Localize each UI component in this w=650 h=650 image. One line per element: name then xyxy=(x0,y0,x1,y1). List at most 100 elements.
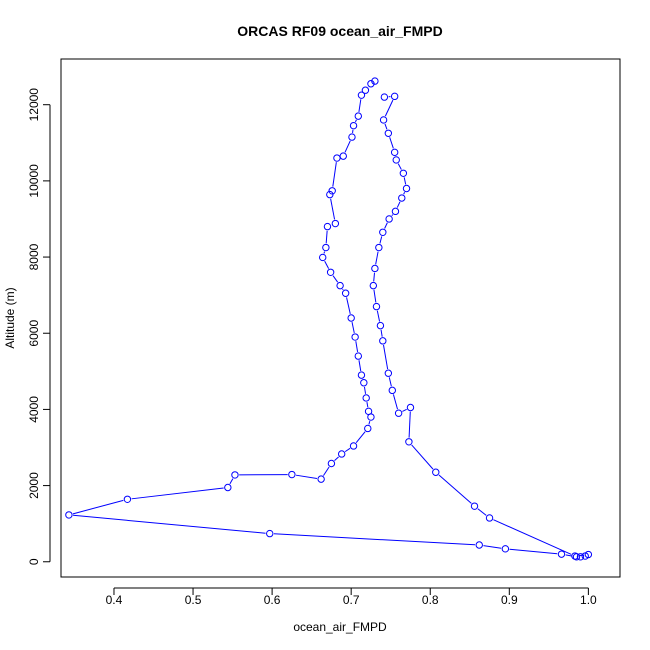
data-point xyxy=(323,222,332,231)
data-point xyxy=(341,289,350,297)
series-segment xyxy=(323,251,326,254)
data-point xyxy=(390,148,399,157)
series-segment xyxy=(273,533,476,546)
data-point xyxy=(266,529,274,538)
data-point xyxy=(384,369,393,377)
series-segment xyxy=(384,99,394,117)
data-point xyxy=(319,253,327,262)
data-point xyxy=(123,495,132,503)
series-segment xyxy=(354,119,357,123)
series-segment xyxy=(397,163,402,170)
series-segment xyxy=(355,341,359,353)
data-point xyxy=(375,243,383,252)
data-point xyxy=(399,169,408,177)
series-segment xyxy=(332,275,339,283)
y-tick-label: 4000 xyxy=(27,396,41,423)
series-segment xyxy=(380,329,383,337)
data-point xyxy=(390,92,399,101)
series-segment xyxy=(342,288,344,291)
data-point xyxy=(336,281,344,290)
data-point xyxy=(385,215,393,223)
data-point xyxy=(327,459,336,468)
series-segment xyxy=(366,402,369,408)
x-tick-label: 0.4 xyxy=(106,593,123,607)
data-point xyxy=(65,511,73,519)
series-segment xyxy=(493,519,572,555)
data-point xyxy=(333,154,341,162)
data-point xyxy=(571,552,579,560)
data-point xyxy=(392,156,400,164)
series-segment xyxy=(325,230,328,244)
series-segment xyxy=(229,478,234,485)
data-point xyxy=(372,302,381,311)
series-segment xyxy=(346,297,351,315)
data-point xyxy=(371,264,379,273)
data-point xyxy=(475,541,483,549)
series-segment xyxy=(483,545,502,549)
series-segment xyxy=(509,548,558,555)
y-tick-label: 2000 xyxy=(27,472,41,499)
x-tick-label: 0.9 xyxy=(501,593,518,607)
x-tick-label: 0.6 xyxy=(264,593,281,607)
series-segment xyxy=(438,474,472,504)
chart-title: ORCAS RF09 ocean_air_FMPD xyxy=(237,23,442,39)
data-point xyxy=(348,133,356,141)
y-axis-label: Altitude (m) xyxy=(3,287,17,348)
series-segment xyxy=(477,508,487,516)
data-point xyxy=(360,379,368,387)
series-segment xyxy=(384,123,388,130)
data-point xyxy=(231,471,239,479)
x-tick-label: 0.7 xyxy=(343,593,360,607)
series-segment xyxy=(358,99,362,113)
series-segment xyxy=(391,214,394,217)
data-point xyxy=(369,281,378,290)
series-segment xyxy=(368,420,371,425)
series-segment xyxy=(392,394,398,410)
y-axis: 0 2000 4000 6000 8000 10000 12000 xyxy=(27,88,51,565)
x-tick-label: 0.5 xyxy=(185,593,202,607)
series-segment xyxy=(408,411,411,438)
data-point xyxy=(432,468,440,476)
data-point xyxy=(331,219,340,228)
series-segment xyxy=(323,466,330,476)
data-point xyxy=(394,409,403,417)
data-point xyxy=(354,112,362,120)
data-point xyxy=(391,207,400,216)
series-segment xyxy=(363,386,367,394)
data-point xyxy=(326,190,334,199)
data-point xyxy=(379,337,387,345)
data-point xyxy=(379,228,387,237)
series-segment xyxy=(375,251,379,265)
data-point xyxy=(354,352,362,360)
data-point xyxy=(326,268,335,276)
series-segment xyxy=(396,201,401,208)
series-segment xyxy=(334,456,339,462)
series-segment xyxy=(324,260,330,269)
x-tick-label: 1.0 xyxy=(580,593,597,607)
series-ocean-air-fmpd xyxy=(65,77,593,561)
series-segment xyxy=(72,499,124,515)
data-point xyxy=(367,80,375,88)
x-tick-label: 0.8 xyxy=(422,593,439,607)
data-point xyxy=(361,86,370,94)
series-segment xyxy=(344,447,351,453)
plot-frame xyxy=(60,58,621,578)
x-axis-label: ocean_air_FMPD xyxy=(293,620,387,634)
x-axis: 0.4 0.5 0.6 0.7 0.8 0.9 1.0 xyxy=(106,587,597,607)
series-segment xyxy=(411,444,434,470)
data-point xyxy=(364,424,372,433)
series-segment xyxy=(376,310,381,322)
series-segment xyxy=(379,236,383,244)
series-segment xyxy=(388,377,392,387)
series-segment xyxy=(383,344,389,370)
y-tick-label: 12000 xyxy=(27,88,41,122)
data-point xyxy=(367,413,375,421)
data-point xyxy=(357,371,366,379)
series-segment xyxy=(344,140,351,153)
series-segment xyxy=(403,192,406,195)
data-point xyxy=(317,475,325,483)
y-tick-label: 8000 xyxy=(27,243,41,270)
series-segment xyxy=(131,487,224,500)
y-tick-label: 10000 xyxy=(27,164,41,198)
